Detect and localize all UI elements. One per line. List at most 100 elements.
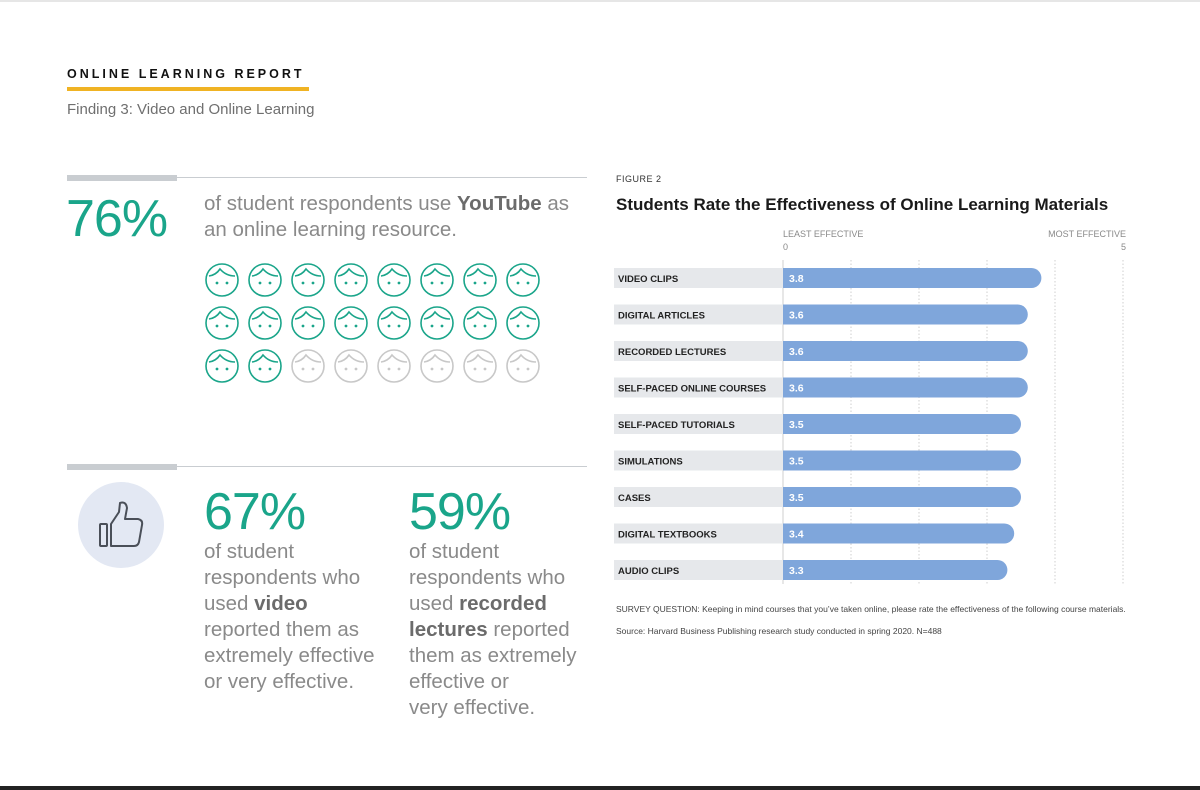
category-label: CASES [618,493,651,504]
face-icon-filled [248,306,282,340]
lectures-line-3: used recorded [409,591,599,617]
video-line-2: respondents who [204,566,361,589]
category-label: DIGITAL ARTICLES [618,311,705,322]
face-icon-empty [506,349,540,383]
category-label: VIDEO CLIPS [618,274,678,285]
video-line-3-bold: video [254,592,308,615]
face-icon-empty [463,349,497,383]
lectures-line-2: respondents who [409,566,566,589]
lectures-stat-text: of student respondents who used recorded… [409,539,599,721]
bar [783,450,1021,471]
lectures-line-3-bold: recorded [459,592,547,615]
source-note: Source: Harvard Business Publishing rese… [616,626,942,636]
bar [783,414,1021,434]
bar-square-end [783,487,795,507]
category-label-bg [614,341,783,361]
respondent-face-icons [205,263,540,383]
face-icon-filled [377,306,411,340]
face-icon-filled [334,263,368,297]
thumbs-up-badge [78,482,164,568]
finding-subtitle: Finding 3: Video and Online Learning [67,101,315,118]
face-icon-filled [420,306,454,340]
category-label-bg [614,414,783,434]
axis-max-label: MOST EFFECTIVE [1048,229,1126,239]
face-icon-filled [248,263,282,297]
video-line-3: used video [204,591,404,617]
bar [783,377,1028,398]
bar [783,523,1015,544]
report-title: ONLINE LEARNING REPORT [67,67,305,81]
bar-square-end [783,414,795,434]
video-line-5: extremely effective [204,644,375,667]
bar-square-end [783,450,795,471]
category-label: SELF-PACED ONLINE COURSES [618,384,766,395]
category-label-bg [614,487,783,507]
category-label: RECORDED LECTURES [618,347,726,358]
lectures-line-7: very effective. [409,696,536,719]
face-icon-filled [291,263,325,297]
bar-square-end [783,377,795,398]
bar-value-label: 3.3 [789,565,804,577]
bar [783,487,1021,507]
lectures-line-3-before: used [409,592,460,615]
category-label-bg [614,560,783,580]
bar [783,268,1042,288]
video-line-3-before: used [204,592,255,615]
category-label-bg [614,523,783,544]
section-rule [177,177,587,178]
section-rule-accent [67,175,177,181]
section-rule-accent-2 [67,464,177,470]
face-icon-filled [463,263,497,297]
face-icon-filled [291,306,325,340]
bar-square-end [783,523,795,544]
lectures-line-4-after: reported [487,618,570,641]
face-icon-filled [377,263,411,297]
youtube-text-bold: YouTube [457,192,542,215]
bar [783,560,1008,580]
lectures-line-4-bold: lectures [409,618,488,641]
bar-value-label: 3.6 [789,383,804,395]
face-icon-filled [205,306,239,340]
bar-square-end [783,304,795,325]
bar-value-label: 3.6 [789,310,804,322]
youtube-text-after: as an online learning resource. [204,192,570,241]
bar-value-label: 3.5 [789,419,804,431]
category-label: SIMULATIONS [618,457,683,468]
category-label: AUDIO CLIPS [618,566,679,577]
face-icon-filled [420,263,454,297]
axis-tick-label: 0 [783,242,788,252]
bar-value-label: 3.6 [789,346,804,358]
lectures-line-6: effective or [409,670,509,693]
face-icon-filled [506,263,540,297]
video-line-1: of student [204,540,295,563]
face-icon-filled [506,306,540,340]
lectures-line-1: of student [409,540,500,563]
bar-square-end [783,268,795,288]
effectiveness-bar-chart: LEAST EFFECTIVE MOST EFFECTIVE 0 5 VIDEO CLI… [614,229,1126,584]
bar-value-label: 3.8 [789,273,804,285]
report-title-underline [67,87,309,91]
category-label: DIGITAL TEXTBOOKS [618,530,717,541]
bar [783,304,1028,325]
chart-title: Students Rate the Effectiveness of Onlin… [616,195,1109,214]
face-icon-empty [377,349,411,383]
face-icon-filled [248,349,282,383]
video-percent: 67% [204,483,306,541]
bar-value-label: 3.5 [789,492,804,504]
face-icon-filled [334,306,368,340]
face-icon-filled [463,306,497,340]
axis-tick-label: 5 [1121,242,1126,252]
bar [783,341,1028,361]
bar-square-end [783,560,795,580]
video-line-6: or very effective. [204,670,355,693]
video-stat-text: of student respondents who used video re… [204,539,404,695]
category-label-bg [614,377,783,398]
top-border [0,0,1200,2]
lectures-line-5: them as extremely [409,644,577,667]
lectures-line-4: lectures reported [409,617,599,643]
bar-value-label: 3.4 [789,529,804,541]
youtube-percent: 76% [66,190,168,248]
youtube-text-before: of student respondents use [204,192,458,215]
face-icon-empty [291,349,325,383]
face-icon-filled [205,263,239,297]
